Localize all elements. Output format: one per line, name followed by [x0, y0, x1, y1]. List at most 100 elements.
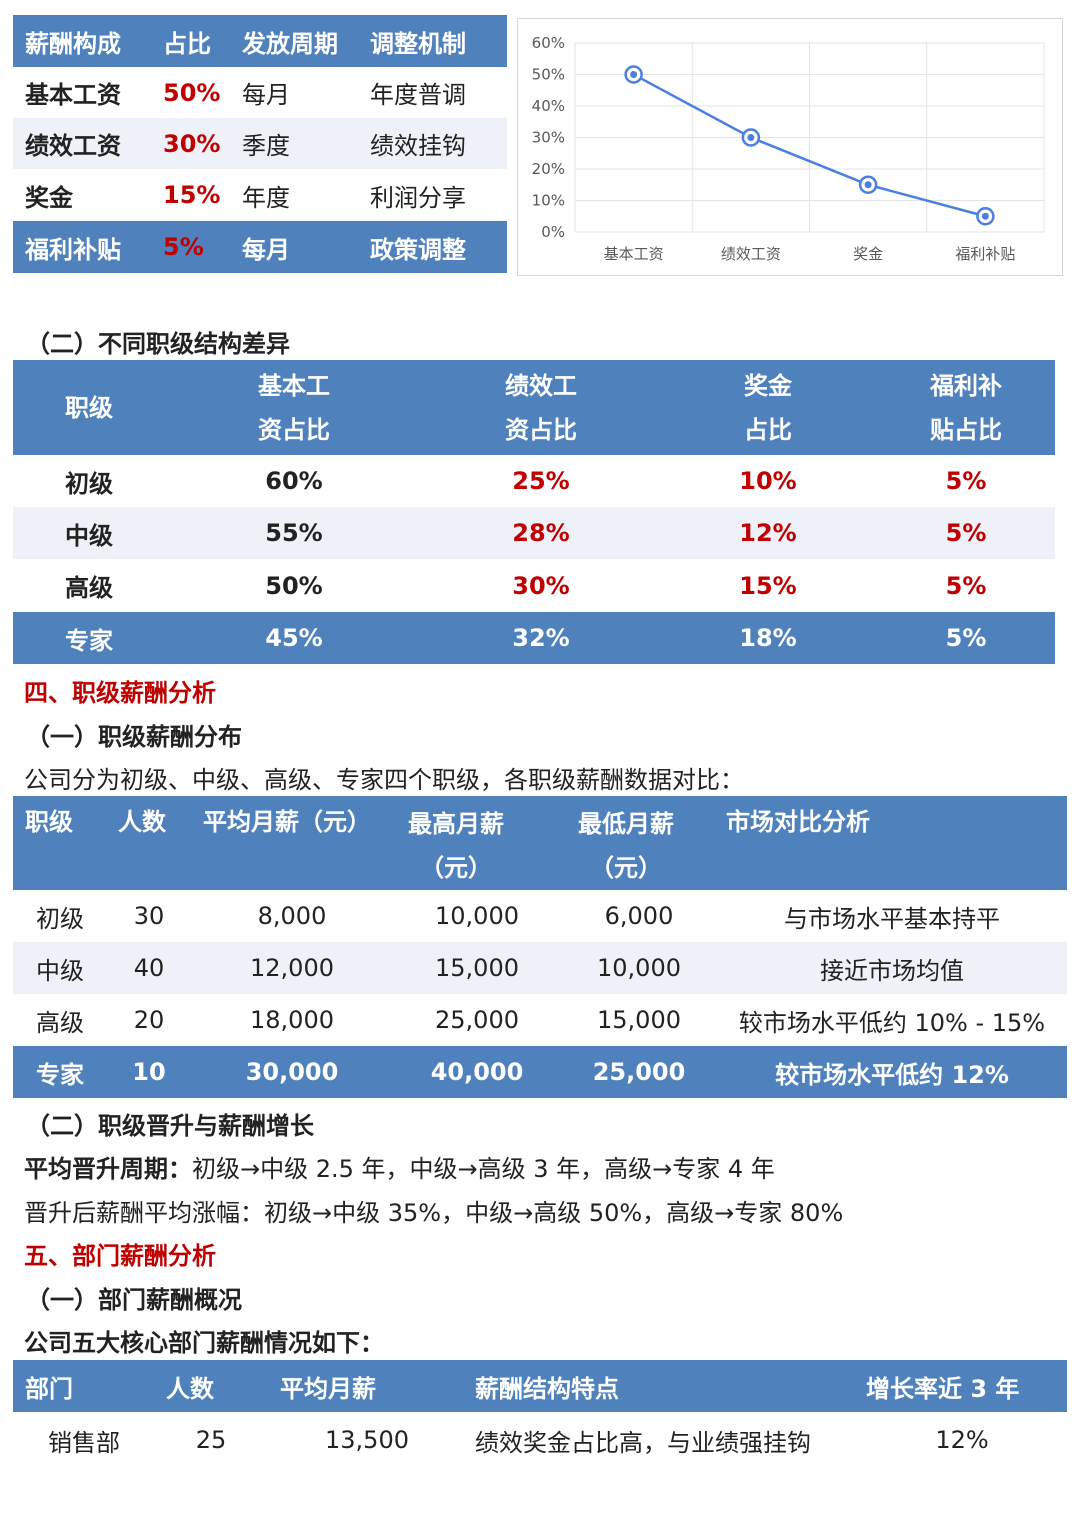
comp-cell: 5% — [163, 233, 204, 261]
dept-header-cell: 增长率近 3 年 — [866, 1374, 1020, 1403]
salary-cell: 较市场水平低约 10% - 15% — [738, 1008, 1046, 1037]
dept-header-cell: 人数 — [166, 1374, 214, 1403]
comp-cell: 基本工资 — [25, 81, 121, 109]
salary-cell: 25,000 — [435, 1006, 519, 1034]
table-row: 高级 50% 30% 15% 5% — [13, 559, 1055, 612]
table-row: 基本工资 50% 每月 年度普调 — [13, 67, 507, 118]
table-row: 初级 60% 25% 10% 5% — [13, 455, 1055, 507]
data-point-center — [981, 212, 989, 220]
table-row: 初级 30 8,000 10,000 6,000 与市场水平基本持平 — [13, 890, 1067, 942]
salary-header-cell: 职级 — [25, 808, 73, 836]
level-cell: 45% — [265, 624, 323, 652]
salary-cell: 与市场水平基本持平 — [784, 904, 1000, 933]
salary-cell: 初级 — [36, 904, 84, 933]
salary-header-cell: 最低月薪 （元） — [578, 810, 674, 882]
dept-cell: 13,500 — [325, 1426, 409, 1454]
salary-table-header: 职级 人数 平均月薪（元） 最高月薪 （元） 最低月薪 （元） 市场对比分析 — [13, 796, 1067, 890]
table-row: 专家 10 30,000 40,000 25,000 较市场水平低约 12% — [13, 1046, 1067, 1098]
table-row: 中级 55% 28% 12% 5% — [13, 507, 1055, 559]
y-tick-label: 0% — [541, 223, 565, 241]
y-tick-label: 30% — [532, 129, 565, 147]
salary-cell: 较市场水平低约 12% — [775, 1060, 1009, 1089]
level-cell: 5% — [945, 467, 987, 495]
dept-cell: 25 — [195, 1426, 227, 1454]
dept-header-cell: 平均月薪 — [280, 1374, 376, 1403]
section-heading-department-salary: 五、部门薪酬分析 — [24, 1242, 216, 1270]
series-line — [633, 73, 986, 218]
y-tick-label: 40% — [532, 97, 565, 115]
promotion-raise-line: 晋升后薪酬平均涨幅：初级→中级 35%，中级→高级 50%，高级→专家 80% — [24, 1199, 844, 1227]
level-cell: 55% — [265, 519, 323, 547]
salary-cell: 15,000 — [435, 954, 519, 982]
level-cell: 30% — [512, 571, 570, 600]
comp-header-ratio: 占比 — [163, 29, 211, 58]
salary-cell: 30 — [133, 902, 165, 930]
table-row: 销售部 25 13,500 绩效奖金占比高，与业绩强挂钩 12% — [13, 1412, 1067, 1468]
salary-cell: 专家 — [36, 1060, 84, 1089]
level-header-cell: 福利补 贴占比 — [930, 371, 1002, 444]
level-cell: 初级 — [65, 469, 113, 498]
level-distribution-intro: 公司分为初级、中级、高级、专家四个职级，各职级薪酬数据对比： — [24, 766, 744, 794]
level-table-header: 职级 基本工 资占比 绩效工 资占比 奖金 占比 福利补 贴占比 — [13, 360, 1055, 455]
level-structure-table: 职级 基本工 资占比 绩效工 资占比 奖金 占比 福利补 贴占比 初级 60% 25% … — [13, 360, 1055, 664]
level-cell: 60% — [265, 467, 323, 495]
level-cell: 5% — [945, 571, 987, 600]
promotion-cycle-text: 初级→中级 2.5 年，中级→高级 3 年，高级→专家 4 年 — [192, 1155, 775, 1183]
salary-cell: 30,000 — [245, 1058, 339, 1086]
level-cell: 专家 — [65, 626, 113, 655]
level-salary-table: 职级 人数 平均月薪（元） 最高月薪 （元） 最低月薪 （元） 市场对比分析 初级 … — [13, 796, 1067, 1098]
dept-header-cell: 薪酬结构特点 — [475, 1374, 619, 1403]
subsection-heading-promotion: （二）职级晋升与薪酬增长 — [26, 1112, 314, 1140]
salary-header-cell: 人数 — [118, 808, 166, 836]
comp-table-header: 薪酬构成 占比 发放周期 调整机制 — [13, 15, 507, 67]
level-cell: 10% — [739, 467, 797, 495]
salary-header-cell: 平均月薪（元） — [203, 808, 371, 836]
y-tick-label: 60% — [532, 34, 565, 52]
table-row: 福利补贴 5% 每月 政策调整 — [13, 221, 507, 273]
comp-cell: 15% — [163, 181, 221, 209]
y-tick-label: 10% — [532, 192, 565, 210]
comp-header-component: 薪酬构成 — [25, 29, 121, 58]
level-header-cell: 绩效工 资占比 — [505, 371, 577, 444]
table-row: 专家 45% 32% 18% 5% — [13, 612, 1055, 664]
salary-cell: 25,000 — [592, 1058, 686, 1086]
table-row: 中级 40 12,000 15,000 10,000 接近市场均值 — [13, 942, 1067, 994]
salary-cell: 10 — [132, 1058, 166, 1086]
dept-cell: 销售部 — [48, 1428, 120, 1457]
salary-cell: 15,000 — [597, 1006, 681, 1034]
y-tick-label: 20% — [532, 160, 565, 178]
comp-cell: 奖金 — [25, 183, 73, 212]
level-cell: 32% — [512, 624, 570, 652]
dept-cell: 12% — [935, 1426, 989, 1454]
salary-cell: 高级 — [36, 1008, 84, 1037]
comp-table: 薪酬构成 占比 发放周期 调整机制 基本工资 50% 每月 年度普调 绩效工资 … — [13, 15, 507, 273]
comp-cell: 50% — [163, 78, 221, 107]
level-header-cell: 奖金 占比 — [744, 371, 792, 444]
ratio-line-chart: 0% 10% 20% 30% 40% 50% 60% 基本工资 绩效工资 奖金 福利补贴 — [517, 18, 1063, 276]
salary-cell: 18,000 — [250, 1006, 334, 1034]
salary-cell: 20 — [133, 1006, 165, 1034]
promotion-cycle-label: 平均晋升周期： — [24, 1155, 192, 1183]
comp-cell: 绩效工资 — [25, 132, 121, 160]
salary-cell: 6,000 — [604, 902, 674, 930]
table-row: 高级 20 18,000 25,000 15,000 较市场水平低约 10% -… — [13, 994, 1067, 1046]
level-cell: 25% — [512, 467, 570, 495]
section-heading-level-salary: 四、职级薪酬分析 — [24, 679, 216, 707]
comp-header-adjust: 调整机制 — [370, 29, 466, 58]
level-cell: 18% — [739, 624, 797, 652]
data-point-center — [747, 134, 755, 141]
department-table: 部门 人数 平均月薪 薪酬结构特点 增长率近 3 年 销售部 25 13,500… — [13, 1360, 1067, 1470]
level-cell: 15% — [739, 571, 797, 600]
data-point-center — [864, 181, 872, 189]
comp-cell: 30% — [163, 129, 221, 158]
comp-cell: 每月 — [242, 235, 290, 264]
level-cell: 12% — [739, 519, 797, 547]
y-tick-label: 50% — [532, 66, 565, 84]
comp-cell: 政策调整 — [370, 235, 466, 264]
level-cell: 28% — [512, 519, 570, 547]
level-cell: 5% — [945, 624, 987, 652]
subsection-heading-level-distribution: （一）职级薪酬分布 — [26, 723, 242, 751]
level-header-cell: 职级 — [65, 393, 113, 422]
salary-cell: 40,000 — [430, 1058, 524, 1086]
promotion-cycle-line: 平均晋升周期：初级→中级 2.5 年，中级→高级 3 年，高级→专家 4 年 — [24, 1149, 775, 1184]
